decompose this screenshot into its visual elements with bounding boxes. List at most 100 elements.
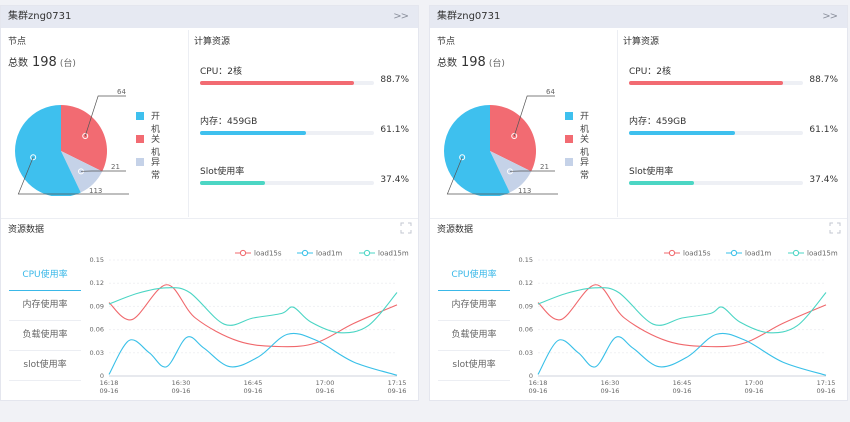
cluster-card: 集群zng0731 >> 节点 总数 198 (台) 64 21 113 开机 关机 异… <box>1 6 418 400</box>
pie-value-label: 113 <box>518 187 531 195</box>
resource-cpu: CPU：2核 88.7% <box>629 64 844 96</box>
divider <box>1 218 418 219</box>
progress-track <box>200 181 374 185</box>
progress-track <box>200 81 374 85</box>
progress-fill <box>200 131 307 135</box>
legend-label[interactable]: load1m <box>745 250 771 258</box>
progress-fill <box>629 181 695 185</box>
legend-swatch <box>136 112 144 120</box>
cluster-card: 集群zng0731 >> 节点 总数 198 (台) 64 21 113 开机 关机 异… <box>430 6 847 400</box>
y-tick-label: 0.15 <box>519 256 533 264</box>
resource-percent: 61.1% <box>809 125 838 135</box>
pie-value-label: 113 <box>89 187 102 195</box>
tab-load-usage[interactable]: 负载使用率 <box>438 321 510 351</box>
legend-label[interactable]: load15m <box>378 250 409 258</box>
load-line-chart: 0.150.120.090.060.03016:1809-1616:3009-1… <box>90 249 409 396</box>
x-tick-date: 09-16 <box>601 387 620 395</box>
pie-label-dot <box>30 154 37 161</box>
legend-swatch <box>565 158 573 166</box>
x-tick-label: 17:15 <box>388 379 407 387</box>
pie-leader-line <box>446 157 558 195</box>
progress-track <box>629 131 803 135</box>
tab-memory-usage[interactable]: 内存使用率 <box>9 291 81 321</box>
x-tick-label: 16:18 <box>529 379 548 387</box>
pie-label-dot <box>511 132 518 139</box>
pie-value-label: 21 <box>540 163 549 171</box>
x-tick-label: 17:00 <box>316 379 335 387</box>
resource-label: CPU：2核 <box>629 67 672 77</box>
total-label: 总数 <box>437 58 457 69</box>
pie-slice[interactable] <box>444 105 510 196</box>
tab-load-usage[interactable]: 负载使用率 <box>9 321 81 351</box>
series-line-load1m <box>108 332 398 376</box>
x-tick-date: 09-16 <box>172 387 191 395</box>
pie-slice[interactable] <box>490 151 532 193</box>
legend-label: 异常 <box>580 158 590 181</box>
x-tick-label: 16:45 <box>673 379 692 387</box>
legend-marker <box>363 249 371 257</box>
series-line-load15s <box>537 284 827 348</box>
x-tick-label: 17:15 <box>817 379 836 387</box>
resource-percent: 88.7% <box>380 75 409 85</box>
x-tick-label: 16:30 <box>601 379 620 387</box>
x-tick-date: 09-16 <box>100 387 119 395</box>
nodes-total: 总数 198 (台) <box>8 54 76 70</box>
divider <box>430 218 847 219</box>
nodes-pie-chart: 64 21 113 <box>444 88 558 196</box>
resource-data-title: 资源数据 <box>8 225 45 235</box>
x-tick-label: 17:00 <box>745 379 764 387</box>
y-tick-label: 0.06 <box>519 326 533 334</box>
legend-marker <box>730 249 738 257</box>
expand-icon[interactable] <box>400 222 412 234</box>
card-header: 集群zng0731 >> <box>1 6 418 28</box>
tab-memory-usage[interactable]: 内存使用率 <box>438 291 510 321</box>
metric-tabs: CPU使用率 内存使用率 负载使用率 slot使用率 <box>9 261 81 381</box>
y-tick-label: 0 <box>529 372 533 380</box>
resources-title: 计算资源 <box>623 37 660 47</box>
nodes-title: 节点 <box>437 37 456 47</box>
series-line-load15s <box>108 284 398 348</box>
cluster-title: 集群zng0731 <box>437 11 501 22</box>
collapse-icon[interactable]: >> <box>393 11 409 22</box>
pie-label-dot <box>82 132 89 139</box>
series-line-load1m <box>537 332 827 376</box>
pie-slice[interactable] <box>61 151 103 193</box>
total-value: 198 <box>32 55 57 70</box>
legend-label[interactable]: load15s <box>683 250 711 258</box>
legend-marker <box>239 249 247 257</box>
resource-slot: Slot使用率 37.4% <box>200 164 415 196</box>
progress-fill <box>629 131 736 135</box>
legend-swatch <box>136 158 144 166</box>
x-tick-label: 16:45 <box>244 379 263 387</box>
collapse-icon[interactable]: >> <box>822 11 838 22</box>
y-tick-label: 0.03 <box>519 349 533 357</box>
progress-fill <box>200 181 266 185</box>
x-tick-date: 09-16 <box>316 387 335 395</box>
tab-slot-usage[interactable]: slot使用率 <box>438 351 510 381</box>
legend-label: 开机 <box>151 112 161 135</box>
legend-label: 异常 <box>151 158 161 181</box>
resource-label: Slot使用率 <box>200 167 245 177</box>
resource-label: 内存：459GB <box>629 117 687 127</box>
nodes-total: 总数 198 (台) <box>437 54 505 70</box>
x-tick-label: 16:18 <box>100 379 119 387</box>
legend-swatch <box>565 135 573 143</box>
legend-label[interactable]: load1m <box>316 250 342 258</box>
resource-memory: 内存：459GB 61.1% <box>200 114 415 146</box>
resource-percent: 37.4% <box>380 175 409 185</box>
tab-slot-usage[interactable]: slot使用率 <box>9 351 81 381</box>
pie-slice[interactable] <box>15 105 81 196</box>
pie-value-label: 21 <box>111 163 120 171</box>
legend-swatch <box>565 112 573 120</box>
tab-cpu-usage[interactable]: CPU使用率 <box>438 261 510 291</box>
load-line-chart: 0.150.120.090.060.03016:1809-1616:3009-1… <box>519 249 838 396</box>
legend-label[interactable]: load15m <box>807 250 838 258</box>
series-line-load15m <box>108 287 398 334</box>
legend-label[interactable]: load15s <box>254 250 282 258</box>
total-unit: (台) <box>488 59 505 69</box>
nodes-title: 节点 <box>8 37 27 47</box>
resource-cpu: CPU：2核 88.7% <box>200 64 415 96</box>
tab-cpu-usage[interactable]: CPU使用率 <box>9 261 81 291</box>
card-header: 集群zng0731 >> <box>430 6 847 28</box>
expand-icon[interactable] <box>829 222 841 234</box>
